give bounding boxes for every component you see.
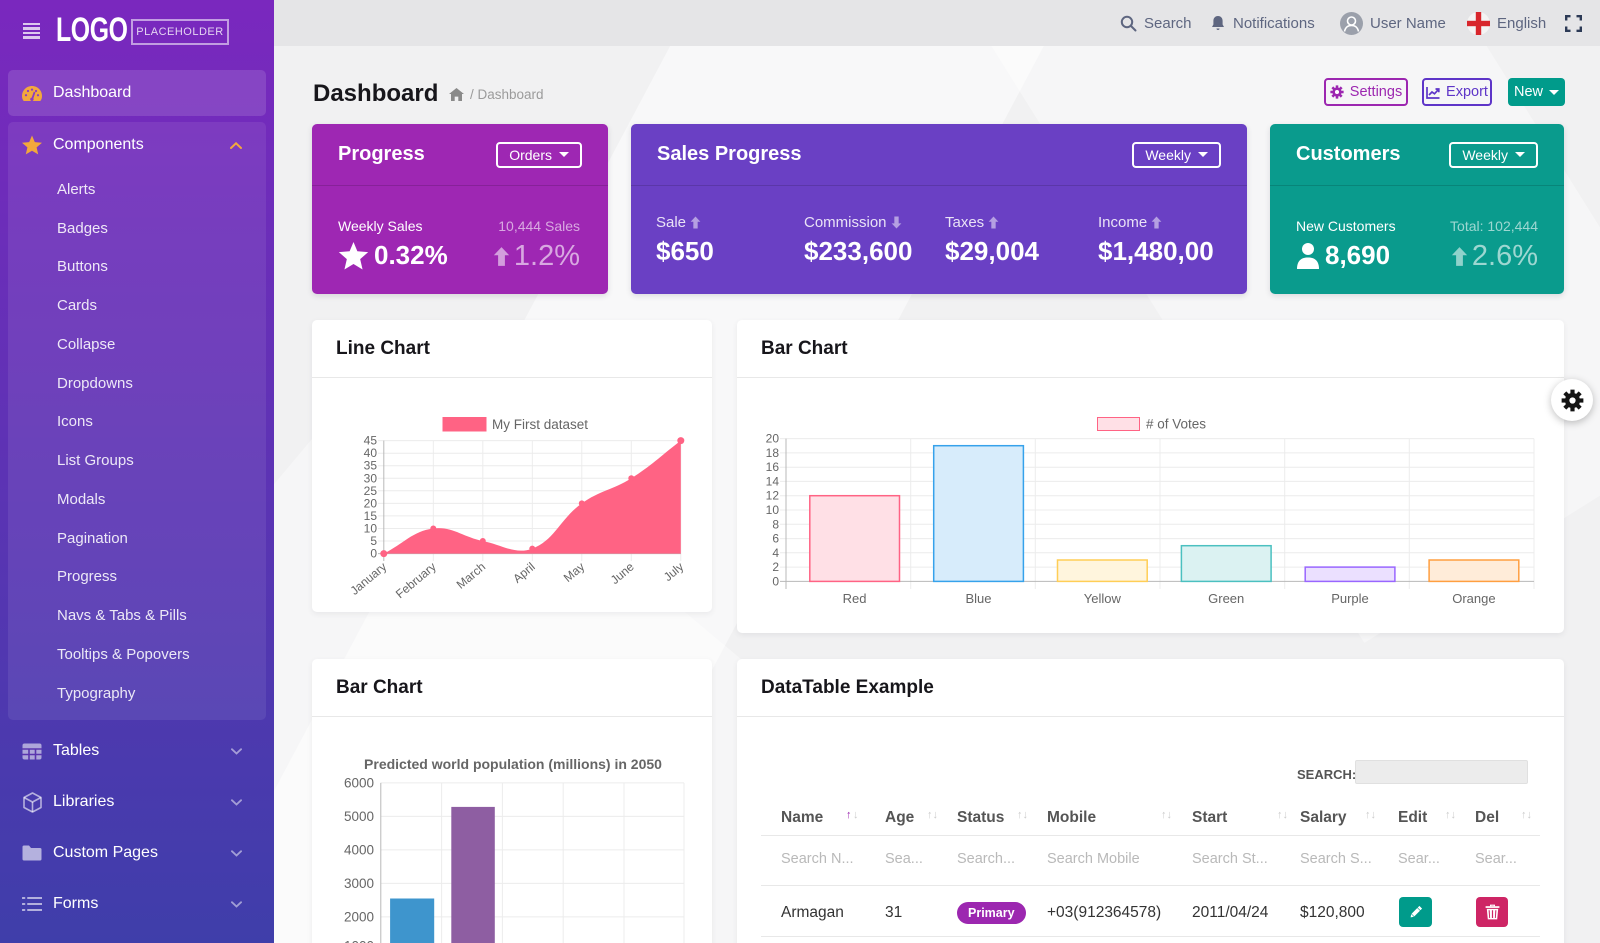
- svg-text:4000: 4000: [344, 842, 374, 857]
- svg-text:10: 10: [364, 522, 378, 536]
- svg-text:January: January: [348, 560, 390, 598]
- svg-text:16: 16: [766, 460, 780, 474]
- svg-text:Yellow: Yellow: [1084, 591, 1122, 606]
- svg-text:15: 15: [364, 509, 378, 523]
- svg-text:8: 8: [772, 517, 779, 531]
- svg-text:May: May: [561, 560, 587, 585]
- svg-text:March: March: [454, 560, 489, 592]
- svg-text:0: 0: [370, 547, 377, 561]
- svg-text:20: 20: [364, 496, 378, 510]
- svg-text:1000: 1000: [344, 939, 374, 943]
- svg-text:Predicted world population (mi: Predicted world population (millions) in…: [364, 756, 662, 772]
- svg-text:Purple: Purple: [1331, 591, 1369, 606]
- svg-text:14: 14: [766, 474, 780, 488]
- svg-text:5: 5: [370, 534, 377, 548]
- svg-text:April: April: [510, 560, 537, 586]
- svg-text:3000: 3000: [344, 876, 374, 891]
- svg-text:40: 40: [364, 446, 378, 460]
- svg-text:45: 45: [364, 434, 378, 448]
- svg-text:5000: 5000: [344, 809, 374, 824]
- svg-text:July: July: [661, 560, 686, 584]
- svg-text:Orange: Orange: [1452, 591, 1495, 606]
- svg-text:25: 25: [364, 484, 378, 498]
- svg-text:35: 35: [364, 459, 378, 473]
- svg-text:Blue: Blue: [965, 591, 991, 606]
- svg-text:12: 12: [766, 489, 780, 503]
- svg-text:February: February: [393, 560, 439, 602]
- svg-text:Green: Green: [1208, 591, 1244, 606]
- svg-text:2000: 2000: [344, 909, 374, 924]
- svg-text:30: 30: [364, 471, 378, 485]
- svg-text:# of Votes: # of Votes: [1146, 417, 1206, 432]
- svg-text:My First dataset: My First dataset: [492, 417, 588, 432]
- svg-text:6: 6: [772, 532, 779, 546]
- svg-text:2: 2: [772, 560, 779, 574]
- svg-text:4: 4: [772, 546, 779, 560]
- svg-text:June: June: [608, 559, 637, 587]
- svg-text:6000: 6000: [344, 775, 374, 790]
- svg-text:20: 20: [766, 432, 780, 446]
- svg-text:Red: Red: [843, 591, 867, 606]
- svg-text:0: 0: [772, 574, 779, 588]
- svg-text:18: 18: [766, 446, 780, 460]
- svg-text:10: 10: [766, 503, 780, 517]
